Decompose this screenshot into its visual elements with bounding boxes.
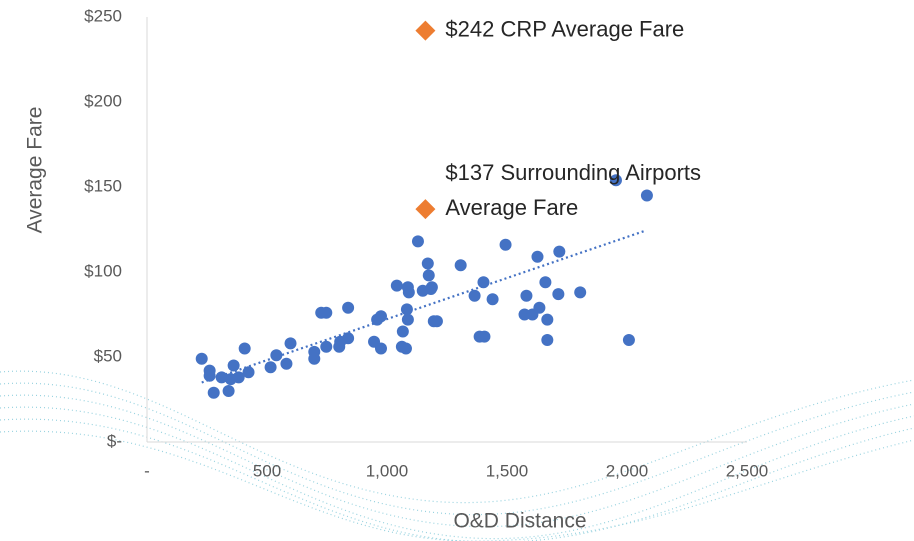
scatter-point	[533, 301, 546, 314]
scatter-point	[486, 293, 499, 306]
scatter-point	[264, 361, 277, 374]
scatter-point	[539, 276, 552, 289]
y-tick-label: $50	[94, 346, 122, 365]
scatter-point	[203, 369, 216, 382]
annotation-marker	[415, 20, 436, 41]
scatter-point	[454, 259, 467, 272]
scatter-point	[468, 289, 481, 302]
scatter-point	[232, 371, 245, 384]
scatter-point	[400, 303, 413, 316]
scatter-point	[640, 189, 653, 202]
scatter-point	[242, 366, 255, 379]
y-tick-label: $-	[107, 431, 122, 450]
scatter-point	[270, 349, 283, 362]
trendline	[201, 230, 645, 384]
scatter-point	[375, 310, 387, 323]
x-tick-label: 2,500	[726, 461, 769, 480]
scatter-point	[308, 345, 321, 358]
scatter-point	[541, 334, 554, 346]
scatter-point	[552, 288, 565, 301]
x-axis-title: O&D Distance	[453, 510, 586, 533]
scatter-point	[390, 279, 403, 292]
scatter-point	[499, 238, 512, 251]
scatter-point	[284, 337, 297, 350]
y-axis-title: Average Fare	[24, 107, 47, 234]
scatter-point	[227, 359, 240, 372]
x-tick-label: -	[144, 461, 150, 480]
scatter-point	[531, 250, 544, 263]
scatter-point	[553, 245, 566, 258]
x-tick-label: 1,000	[366, 461, 409, 480]
scatter-point	[609, 174, 622, 187]
scatter-point	[541, 313, 554, 326]
x-tick-label: 500	[253, 461, 281, 480]
y-tick-label: $150	[84, 176, 122, 195]
annotation-text: $137 Surrounding Airports	[445, 160, 701, 185]
annotation-marker	[415, 199, 436, 220]
y-tick-label: $250	[84, 6, 122, 25]
x-tick-label: 2,000	[606, 461, 649, 480]
scatter-point	[411, 235, 424, 248]
scatter-point	[422, 269, 435, 282]
y-tick-label: $200	[84, 91, 122, 110]
scatter-point	[622, 334, 635, 346]
scatter-point	[574, 286, 587, 299]
scatter-point	[320, 306, 333, 319]
scatter-point	[342, 332, 355, 345]
y-tick-label: $100	[84, 261, 122, 280]
scatter-point	[238, 342, 251, 355]
scatter-point	[478, 330, 491, 343]
scatter-point	[342, 301, 355, 314]
scatter-point	[399, 342, 412, 355]
scatter-point	[430, 315, 443, 328]
annotation-text: Average Fare	[445, 195, 578, 220]
scatter-point	[222, 385, 235, 397]
scatter-point	[401, 313, 414, 326]
scatter-point	[402, 286, 415, 299]
scatter-point	[375, 342, 387, 355]
scatter-point	[320, 340, 333, 353]
scatter-point	[207, 386, 220, 399]
scatter-point	[520, 289, 533, 302]
scatter-point	[421, 257, 434, 270]
scatter-point	[477, 276, 490, 289]
x-tick-label: 1,500	[486, 461, 529, 480]
scatter-point	[280, 357, 293, 370]
scatter-point	[215, 371, 228, 384]
background-waves	[0, 370, 914, 541]
scatter-point	[396, 325, 409, 338]
scatter-point	[195, 352, 208, 365]
annotation-text: $242 CRP Average Fare	[445, 16, 684, 41]
scatter-point	[425, 281, 438, 294]
